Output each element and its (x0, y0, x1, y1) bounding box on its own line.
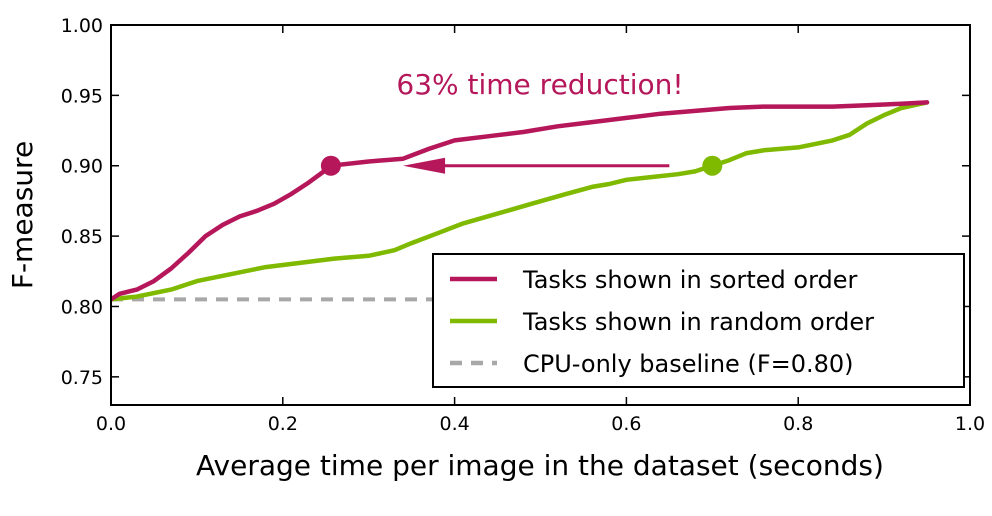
series-marker-0 (320, 155, 341, 176)
x-axis-title: Average time per image in the dataset (s… (196, 449, 884, 482)
y-tick-label: 0.85 (61, 226, 103, 248)
x-tick-label: 1.0 (955, 413, 985, 435)
series-line-1 (111, 100, 930, 302)
legend: Tasks shown in sorted order Tasks shown i… (432, 253, 965, 388)
y-axis-title: F-measure (6, 141, 39, 289)
legend-label-2: CPU-only baseline (F=0.80) (523, 350, 854, 378)
legend-entries: Tasks shown in sorted order Tasks shown i… (450, 266, 874, 378)
y-tick-label: 0.95 (61, 85, 103, 107)
series-line-0 (111, 100, 930, 302)
y-tick-label: 1.00 (61, 15, 103, 37)
legend-box (432, 253, 965, 388)
y-tick-label: 0.90 (61, 156, 103, 178)
x-tick-label: 0.0 (96, 413, 126, 435)
x-tick-label: 0.2 (268, 413, 298, 435)
x-tick-label: 0.6 (611, 413, 641, 435)
y-tick-label: 0.75 (61, 367, 103, 389)
y-tick-label: 0.80 (61, 296, 103, 318)
marker-layer (320, 155, 723, 176)
x-tick-label: 0.8 (783, 413, 813, 435)
annotation-arrow-head (403, 157, 446, 174)
series-marker-1 (702, 155, 723, 176)
legend-label-0: Tasks shown in sorted order (522, 266, 858, 294)
legend-label-1: Tasks shown in random order (522, 308, 874, 336)
plot-frame (110, 24, 971, 406)
annotation: 63% time reduction! (396, 68, 684, 174)
x-tick-label: 0.4 (439, 413, 469, 435)
annotation-text: 63% time reduction! (396, 68, 683, 101)
